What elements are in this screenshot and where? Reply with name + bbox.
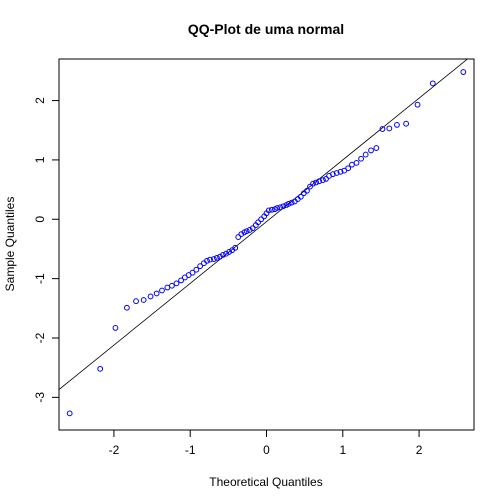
- x-axis-label: Theoretical Quantiles: [209, 475, 322, 489]
- data-point: [214, 254, 220, 261]
- data-point: [323, 176, 329, 182]
- data-point: [268, 206, 275, 213]
- data-point: [320, 177, 326, 183]
- data-point: [140, 297, 147, 303]
- plot-frame: [58, 58, 475, 431]
- y-tick-label: -1: [33, 273, 47, 284]
- data-point: [288, 199, 295, 206]
- data-point: [285, 200, 292, 207]
- data-point: [329, 171, 336, 178]
- data-point: [147, 293, 154, 300]
- data-point: [112, 325, 119, 331]
- x-tick-label: -1: [185, 443, 196, 457]
- x-tick-label: 2: [416, 443, 423, 457]
- data-points: [66, 69, 467, 417]
- reference-line: [59, 59, 469, 390]
- data-point: [277, 204, 284, 211]
- data-point: [313, 179, 319, 186]
- data-point: [207, 256, 213, 263]
- data-point: [304, 187, 310, 194]
- data-point: [226, 249, 233, 255]
- data-point: [232, 244, 239, 251]
- data-point: [403, 120, 410, 127]
- data-point: [280, 203, 287, 210]
- data-point: [358, 155, 364, 162]
- data-point: [265, 207, 272, 214]
- data-point: [274, 205, 281, 211]
- data-point: [310, 180, 316, 187]
- data-point: [246, 227, 253, 233]
- data-point: [217, 253, 223, 260]
- data-point: [345, 165, 352, 172]
- data-point: [333, 170, 340, 176]
- y-tick-label: 0: [33, 216, 47, 223]
- data-point: [193, 266, 200, 273]
- data-point: [66, 410, 73, 417]
- x-tick-label: -2: [109, 443, 120, 457]
- x-tick-label: 1: [339, 443, 346, 457]
- x-axis: -2 -1 0 1 2: [109, 430, 423, 457]
- data-point: [189, 269, 196, 276]
- y-tick-label: -3: [33, 392, 47, 403]
- data-point: [123, 304, 130, 311]
- data-point: [223, 250, 229, 257]
- data-point: [243, 228, 250, 235]
- data-point: [235, 234, 242, 240]
- data-point: [210, 256, 217, 262]
- data-point: [153, 290, 160, 297]
- data-point: [337, 168, 344, 175]
- y-axis: -3 -2 -1 0 1 2: [33, 97, 59, 403]
- data-point: [169, 282, 175, 289]
- y-tick-label: 2: [33, 97, 47, 104]
- data-point: [204, 257, 210, 264]
- data-point: [316, 178, 323, 185]
- data-point: [133, 298, 139, 305]
- data-point: [368, 147, 374, 154]
- data-point: [307, 183, 313, 190]
- y-tick-label: -2: [33, 332, 47, 343]
- data-point: [460, 69, 467, 75]
- data-point: [414, 101, 421, 108]
- reference-line-layer: [59, 59, 469, 390]
- data-point: [353, 159, 360, 166]
- x-tick-label: 0: [263, 443, 270, 457]
- data-point: [394, 121, 400, 128]
- data-point: [197, 263, 204, 270]
- data-point: [373, 145, 380, 151]
- data-point: [362, 151, 369, 158]
- data-point: [255, 219, 262, 226]
- data-point: [220, 251, 226, 258]
- data-point: [173, 280, 180, 287]
- data-point: [386, 125, 393, 132]
- data-point: [258, 216, 265, 223]
- data-point: [249, 225, 256, 232]
- data-point: [238, 231, 245, 238]
- data-point: [159, 287, 165, 294]
- y-axis-label: Sample Quantiles: [3, 197, 17, 292]
- data-point: [97, 365, 104, 372]
- y-tick-label: 1: [33, 156, 47, 163]
- data-point: [178, 277, 184, 284]
- chart-title: QQ-Plot de uma normal: [188, 21, 344, 37]
- data-point: [379, 126, 386, 132]
- data-point: [429, 80, 436, 87]
- data-point: [297, 193, 304, 200]
